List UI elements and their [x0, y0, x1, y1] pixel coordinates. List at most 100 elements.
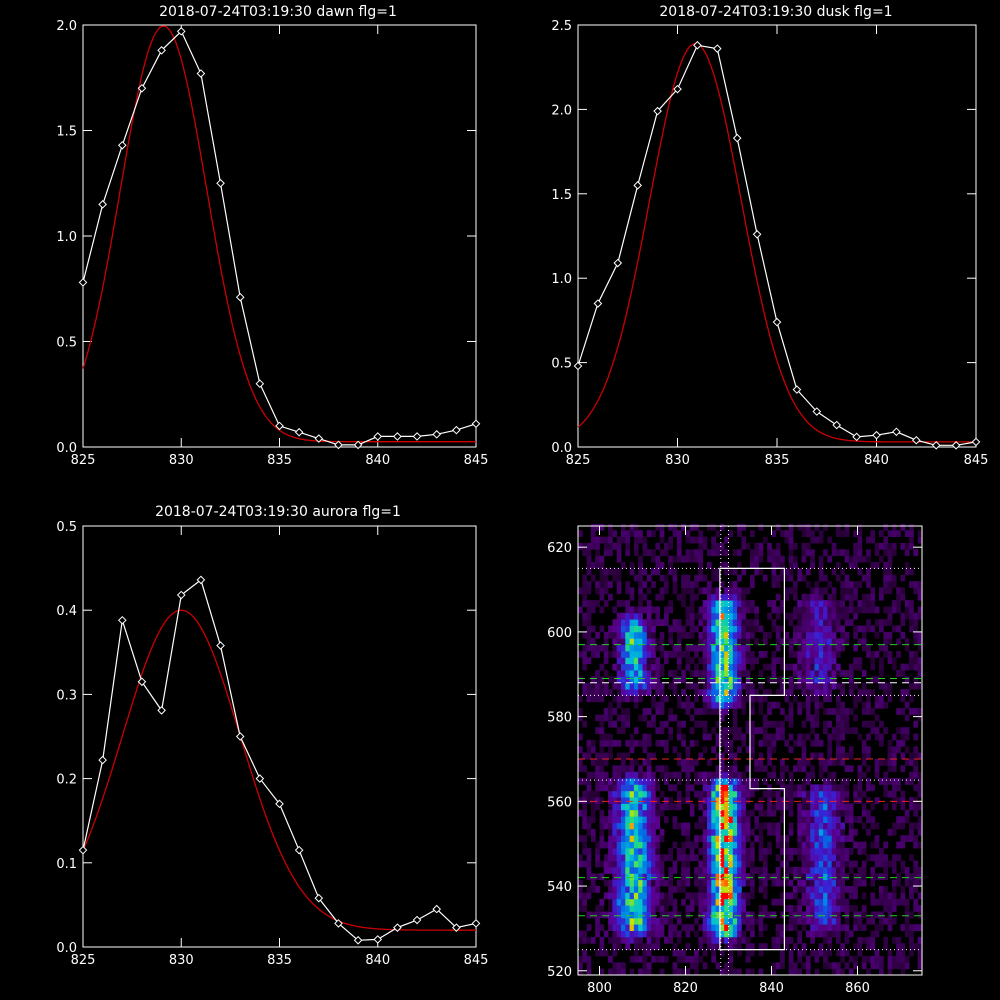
heatmap-cell — [784, 631, 790, 639]
heatmap-cell — [741, 536, 747, 544]
heatmap-cell — [762, 536, 768, 544]
heatmap-cell — [694, 835, 699, 842]
heatmap-cell — [599, 943, 605, 950]
heatmap-cell — [728, 689, 734, 696]
heatmap-cell — [797, 670, 802, 677]
heatmap-cell — [788, 968, 794, 976]
heatmap-cell — [668, 847, 673, 855]
heatmap-cell — [702, 936, 708, 944]
heatmap-cell — [633, 841, 639, 849]
heatmap-cell — [745, 835, 751, 842]
heatmap-cell — [883, 892, 888, 900]
heatmap-cell — [732, 892, 738, 900]
heatmap-cell — [698, 720, 704, 728]
heatmap-cell — [917, 784, 923, 792]
heatmap-cell — [676, 555, 682, 563]
dawn-data-point — [314, 434, 324, 443]
aurora-y-tick-label: 0.4 — [56, 604, 77, 619]
heatmap-cell — [741, 657, 747, 665]
heatmap-cell — [698, 676, 704, 684]
heatmap-cell — [861, 867, 867, 874]
heatmap-cell — [917, 955, 923, 963]
heatmap-cell — [887, 898, 893, 906]
heatmap-cell — [603, 911, 609, 919]
heatmap-cell — [887, 657, 893, 665]
heatmap-cell — [694, 867, 699, 874]
heatmap-cell — [621, 612, 626, 620]
heatmap-cell — [818, 835, 824, 842]
heatmap-cell — [801, 847, 807, 855]
dusk-data-point — [732, 133, 742, 143]
heatmap-cell — [810, 625, 815, 633]
heatmap-cell — [595, 771, 600, 779]
heatmap-cell — [672, 968, 678, 976]
heatmap-cell — [805, 886, 811, 893]
heatmap-cell — [844, 924, 850, 931]
heatmap-cell — [638, 898, 643, 906]
heatmap-cell — [595, 714, 600, 722]
heatmap-cell — [814, 809, 820, 817]
heatmap-cell — [900, 835, 906, 842]
heatmap-cell — [608, 568, 613, 576]
heatmap-cell — [711, 657, 716, 665]
heatmap-cell — [586, 689, 592, 696]
heatmap-cell — [737, 841, 742, 849]
heatmap-cell — [578, 835, 583, 842]
heatmap-cell — [616, 638, 622, 646]
heatmap-cell — [642, 955, 648, 963]
heatmap-cell — [659, 854, 665, 862]
heatmap-cell — [780, 562, 785, 569]
heatmap-cell — [728, 924, 734, 931]
heatmap-cell — [891, 600, 897, 607]
heatmap-cell — [595, 873, 600, 881]
heatmap-y-tick-label: 520 — [547, 965, 572, 980]
heatmap-cell — [853, 943, 858, 950]
heatmap-cell — [831, 822, 837, 830]
heatmap-cell — [676, 949, 682, 957]
heatmap-cell — [887, 695, 893, 703]
heatmap-cell — [642, 867, 648, 874]
heatmap-cell — [685, 778, 691, 785]
heatmap-cell — [711, 676, 716, 684]
heatmap-cell — [788, 828, 794, 836]
heatmap-cell — [707, 784, 712, 792]
heatmap-cell — [879, 530, 884, 537]
heatmap-cell — [719, 638, 725, 646]
heatmap-cell — [750, 600, 755, 607]
heatmap-cell — [711, 625, 716, 633]
heatmap-cell — [694, 708, 699, 715]
heatmap-cell — [879, 847, 884, 855]
heatmap-cell — [891, 657, 897, 665]
heatmap-cell — [638, 809, 643, 817]
heatmap-cell — [745, 790, 751, 798]
heatmap-cell — [891, 752, 897, 760]
heatmap-cell — [702, 816, 708, 823]
heatmap-cell — [621, 905, 626, 912]
heatmap-cell — [724, 625, 729, 633]
heatmap-cell — [827, 816, 833, 823]
heatmap-cell — [655, 803, 661, 811]
heatmap-cell — [715, 898, 721, 906]
heatmap-cell — [810, 765, 815, 773]
heatmap-cell — [724, 670, 729, 677]
heatmap-cell — [896, 530, 901, 537]
heatmap-cell — [900, 803, 906, 811]
heatmap-cell — [685, 663, 691, 671]
heatmap-cell — [814, 612, 820, 620]
heatmap-cell — [715, 542, 721, 550]
heatmap-cell — [745, 657, 751, 665]
heatmap-cell — [616, 555, 622, 563]
heatmap-cell — [836, 574, 841, 582]
heatmap-cell — [621, 924, 626, 931]
heatmap-cell — [913, 657, 919, 665]
heatmap-cell — [629, 631, 635, 639]
heatmap-cell — [904, 733, 910, 741]
heatmap-cell — [758, 822, 764, 830]
heatmap-cell — [904, 746, 910, 754]
heatmap-cell — [655, 898, 661, 906]
heatmap-cell — [891, 523, 897, 531]
heatmap-cell — [651, 930, 656, 938]
heatmap-cell — [866, 936, 871, 944]
heatmap-cell — [788, 854, 794, 862]
heatmap-cell — [719, 689, 725, 696]
